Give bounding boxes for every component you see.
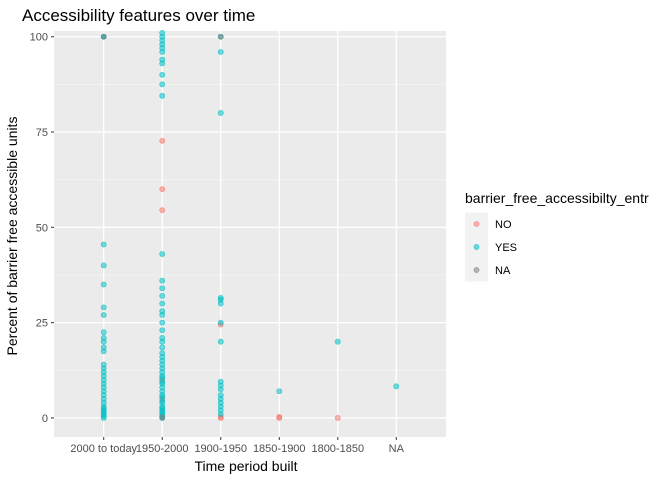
x-axis-title: Time period built <box>195 458 298 474</box>
y-tick-label: 50 <box>36 222 48 234</box>
data-point-yes <box>100 312 107 318</box>
data-point-yes <box>100 241 107 248</box>
data-point-yes <box>159 71 166 78</box>
legend-key-no <box>473 221 480 227</box>
data-point-no <box>334 415 341 421</box>
x-tick-label: 2000 to today <box>70 443 137 455</box>
legend-key-na <box>473 267 480 273</box>
data-point-yes <box>393 383 400 390</box>
data-point-no <box>276 413 283 420</box>
data-point-no <box>159 137 166 144</box>
data-point-yes <box>276 388 283 395</box>
legend: barrier_free_accessibilty_entr NO YES NA <box>465 190 649 282</box>
legend-label-na: NA <box>495 265 511 277</box>
legend-label-yes: YES <box>495 242 517 254</box>
data-point-na <box>217 33 224 40</box>
data-point-na <box>100 33 107 40</box>
plot-panel <box>54 31 446 437</box>
x-tick-label: 1800-1850 <box>311 443 364 455</box>
data-point-yes <box>159 319 166 326</box>
data-point-yes <box>159 300 166 307</box>
legend-key-yes <box>473 244 480 250</box>
data-point-yes <box>159 293 166 299</box>
data-point-yes <box>159 285 166 292</box>
data-point-yes <box>217 49 224 55</box>
y-axis-title: Percent of barrier free accessible units <box>4 117 20 356</box>
data-point-yes <box>100 415 107 421</box>
data-point-yes <box>159 327 166 334</box>
data-point-yes <box>159 344 166 351</box>
data-point-yes <box>159 60 166 67</box>
data-point-yes <box>159 277 166 284</box>
data-point-yes <box>100 329 107 336</box>
y-tick-label: 25 <box>36 318 48 330</box>
data-point-yes <box>100 338 107 345</box>
data-point-yes <box>100 262 107 269</box>
data-point-yes <box>100 281 107 288</box>
x-tick-label: NA <box>389 443 405 455</box>
data-point-yes <box>159 251 166 257</box>
x-tick-label: 1900-1950 <box>194 443 247 455</box>
data-point-yes <box>217 319 224 326</box>
data-point-yes <box>159 338 166 345</box>
y-axis-ticks: 0 25 50 75 100 <box>30 32 54 425</box>
data-point-yes <box>334 338 341 345</box>
data-point-yes <box>159 49 166 55</box>
data-point-yes <box>159 92 166 99</box>
legend-label-no: NO <box>495 219 512 231</box>
data-point-na <box>159 414 166 421</box>
chart-title: Accessibility features over time <box>22 6 255 25</box>
x-tick-label: 1850-1900 <box>253 443 306 455</box>
data-point-yes <box>217 300 224 307</box>
data-point-yes <box>100 348 107 355</box>
data-point-yes <box>100 304 107 311</box>
data-point-no <box>159 186 166 193</box>
data-point-yes <box>159 81 166 88</box>
data-point-yes <box>217 338 224 345</box>
data-point-yes <box>217 110 224 116</box>
legend-title: barrier_free_accessibilty_entr <box>465 190 649 206</box>
data-point-no <box>159 207 166 214</box>
data-point-yes <box>217 386 224 393</box>
data-point-yes <box>159 312 166 318</box>
y-tick-label: 0 <box>42 413 48 425</box>
y-tick-label: 100 <box>30 32 48 44</box>
data-points <box>100 30 400 421</box>
x-tick-label: 1950-2000 <box>136 443 189 455</box>
y-tick-label: 75 <box>36 127 48 139</box>
data-point-yes <box>217 411 224 418</box>
